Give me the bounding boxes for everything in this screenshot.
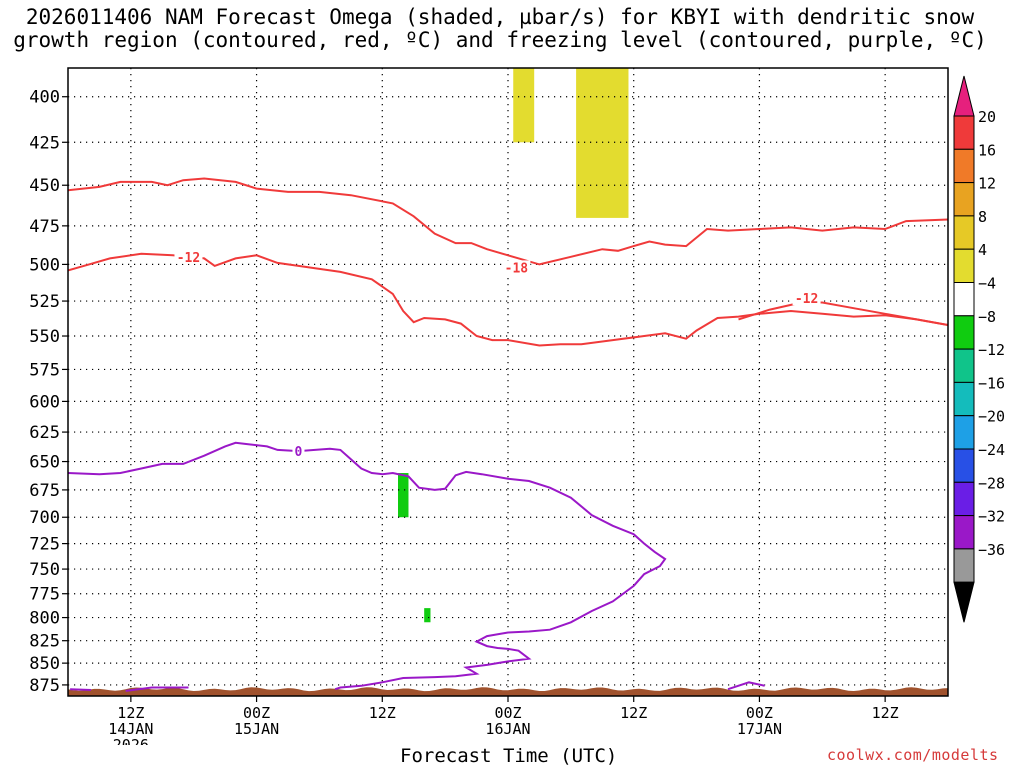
contours: -18 -12 -12 0 [68, 177, 948, 692]
colorbar-label-11: −28 [978, 474, 1005, 492]
ytick-label-700: 700 [29, 508, 60, 528]
xtick-label-42-1: 16JAN [485, 720, 530, 738]
omega-region-4 [424, 608, 431, 623]
source-credit: coolwx.com/modelts [827, 746, 999, 764]
ytick-label-875: 875 [29, 676, 60, 696]
omega-shading [398, 68, 629, 623]
ytick-label-400: 400 [29, 88, 60, 108]
xtick-label-66-0: 00Z [746, 704, 773, 722]
xtick-label-54-0: 12Z [620, 704, 647, 722]
ytick-label-725: 725 [29, 535, 60, 555]
contour-ground-c [727, 681, 765, 691]
ytick-label-525: 525 [29, 292, 60, 312]
ytick-label-750: 750 [29, 560, 60, 580]
colorbar-swatch-3 [953, 215, 975, 250]
ytick-label-675: 675 [29, 481, 60, 501]
colorbar-swatch-7 [953, 348, 975, 383]
colorbar-label-5: −4 [978, 275, 996, 293]
colorbar-swatch-10 [953, 448, 975, 483]
y-axis: 400 425 450 475 500 525 550 575 600 625 650 675 700 7… [29, 88, 68, 696]
colorbar-swatch-0 [953, 115, 975, 150]
omega-region-1 [513, 68, 535, 143]
contour-1 [68, 177, 948, 266]
colorbar-swatch-13 [953, 548, 975, 583]
title-line-2: growth region (contoured, red, ºC) and f… [13, 28, 987, 52]
colorbar-label-12: −32 [978, 508, 1005, 526]
colorbar-label-1: 16 [978, 141, 996, 159]
ytick-label-775: 775 [29, 585, 60, 605]
ytick-label-425: 425 [29, 133, 60, 153]
ground-terrain [68, 687, 948, 696]
chart-title: 2026011406 NAM Forecast Omega (shaded, µ… [0, 6, 1000, 52]
colorbar-swatch-9 [953, 415, 975, 450]
omega-region-3 [398, 473, 409, 518]
colorbar-swatch-4 [953, 248, 975, 283]
ground-fill [68, 687, 948, 696]
x-axis-title: Forecast Time (UTC) [400, 745, 618, 767]
colorbar-label-7: −12 [978, 341, 1005, 359]
contour-ground-b [125, 686, 189, 692]
xtick-label-30-0: 12Z [369, 704, 396, 722]
colorbar-label-3: 8 [978, 208, 987, 226]
colorbar-bottom-arrow [953, 581, 975, 623]
colorbar: 20 16 12 8 4 −4 −8 −12 −16 −20 −24 −28 −32 −36 [953, 75, 1005, 623]
title-line-1: 2026011406 NAM Forecast Omega (shaded, µ… [25, 5, 975, 29]
ytick-label-850: 850 [29, 654, 60, 674]
colorbar-swatch-1 [953, 148, 975, 184]
contour-label-2: -12 [177, 251, 200, 266]
colorbar-label-9: −20 [978, 408, 1005, 426]
xtick-label-66-1: 17JAN [737, 720, 782, 738]
plot-frame [67, 67, 949, 697]
chart-svg: -18 -12 -12 0 400 425 450 475 500 525 550 575 600 62… [29, 67, 1005, 745]
colorbar-label-10: −24 [978, 441, 1005, 459]
colorbar-label-4: 4 [978, 241, 987, 259]
omega-region-2 [576, 68, 629, 218]
xtick-label-18-1: 15JAN [234, 720, 279, 738]
colorbar-label-0: 20 [978, 108, 996, 126]
colorbar-label-6: −8 [978, 308, 996, 326]
contour-ground-a [70, 688, 92, 692]
colorbar-label-2: 12 [978, 175, 996, 193]
xtick-label-6-1: 14JAN [108, 720, 153, 738]
contour-4 [68, 441, 667, 691]
xtick-label-6-2: 2026 [113, 736, 149, 745]
contour-label-bg-2 [174, 249, 203, 264]
contour-label-bg-1 [502, 260, 531, 275]
ytick-label-500: 500 [29, 255, 60, 275]
ytick-label-825: 825 [29, 632, 60, 652]
ytick-label-625: 625 [29, 423, 60, 443]
ytick-label-450: 450 [29, 176, 60, 196]
contour-label-1: -18 [505, 261, 529, 276]
colorbar-label-13: −36 [978, 541, 1005, 559]
contour-label-bg-3 [792, 291, 821, 306]
ytick-label-600: 600 [29, 392, 60, 412]
contour-label-4: 0 [295, 445, 303, 460]
ytick-label-800: 800 [29, 609, 60, 629]
colorbar-swatch-12 [953, 515, 975, 550]
xtick-label-6-0: 12Z [117, 704, 144, 722]
grid-lines [68, 68, 948, 696]
ytick-label-550: 550 [29, 327, 60, 347]
xtick-label-42-0: 00Z [494, 704, 521, 722]
ytick-label-575: 575 [29, 360, 60, 380]
ytick-label-475: 475 [29, 217, 60, 237]
colorbar-swatch-6 [953, 315, 975, 350]
colorbar-label-8: −16 [978, 374, 1005, 392]
xtick-label-78-0: 12Z [872, 704, 899, 722]
contour-3 [738, 301, 948, 326]
xtick-label-18-0: 00Z [243, 704, 270, 722]
ytick-label-650: 650 [29, 453, 60, 473]
colorbar-swatch-8 [953, 381, 975, 417]
contour-label-3: -12 [795, 292, 818, 307]
colorbar-swatch-11 [953, 481, 975, 517]
contour-label-bg-4 [292, 444, 305, 459]
colorbar-swatch-5 [953, 282, 975, 317]
colorbar-top-arrow [953, 75, 975, 117]
colorbar-swatch-2 [953, 182, 975, 217]
